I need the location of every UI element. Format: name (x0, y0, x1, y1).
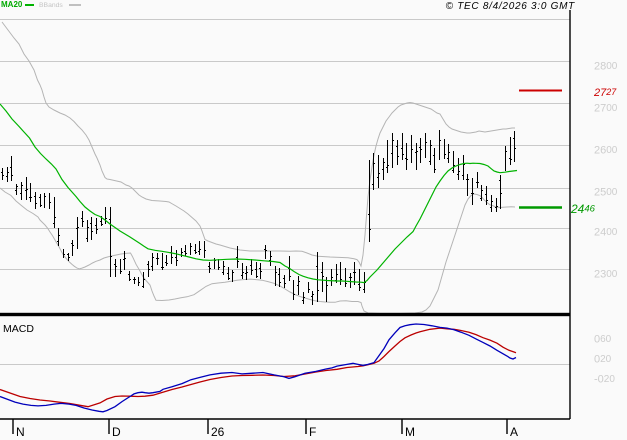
svg-text:26: 26 (211, 425, 225, 439)
svg-text:A: A (510, 425, 518, 439)
svg-text:D: D (112, 425, 121, 439)
svg-text:F: F (309, 425, 316, 439)
svg-text:M: M (405, 425, 415, 439)
svg-text:N: N (16, 425, 25, 439)
